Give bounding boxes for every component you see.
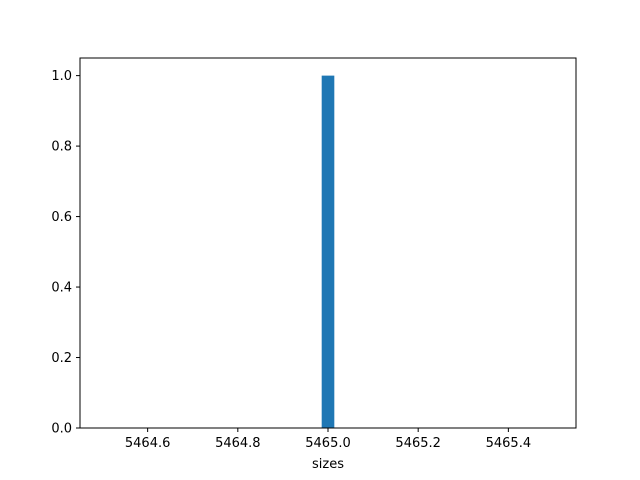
- y-tick-label: 0.8: [51, 140, 72, 155]
- x-tick-label: 5464.6: [125, 436, 171, 451]
- y-tick-label: 1.0: [51, 69, 72, 84]
- bars-layer: [321, 75, 335, 428]
- histogram-bar: [321, 75, 335, 428]
- y-axis: 0.0 0.2 0.4 0.6 0.8 1.0: [51, 69, 80, 437]
- x-tick-label: 5465.2: [395, 436, 441, 451]
- y-tick-label: 0.6: [51, 210, 72, 225]
- y-tick-label: 0.4: [51, 281, 72, 296]
- y-tick-label: 0.2: [51, 351, 72, 366]
- x-axis-label: sizes: [312, 457, 344, 472]
- x-axis: 5464.6 5464.8 5465.0 5465.2 5465.4: [125, 428, 531, 451]
- x-tick-label: 5465.0: [305, 436, 351, 451]
- x-tick-label: 5465.4: [486, 436, 532, 451]
- x-tick-label: 5464.8: [215, 436, 261, 451]
- y-tick-label: 0.0: [51, 422, 72, 437]
